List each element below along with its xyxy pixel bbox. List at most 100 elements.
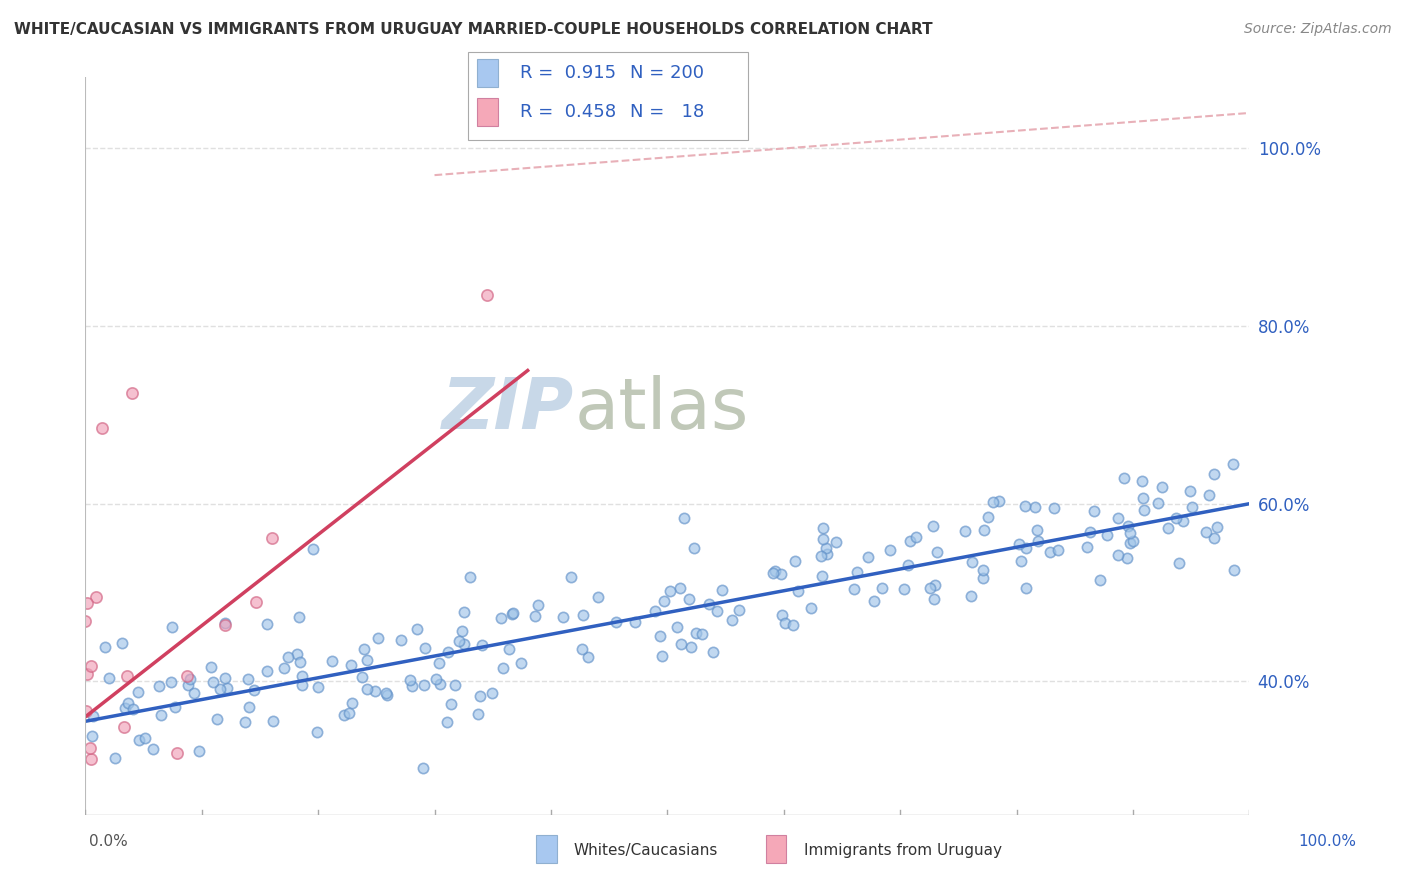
Point [148,679,170,693]
Point [605,615,627,629]
Point [214,618,236,632]
Text: WHITE/CAUCASIAN VS IMMIGRANTS FROM URUGUAY MARRIED-COUPLE HOUSEHOLDS CORRELATION: WHITE/CAUCASIAN VS IMMIGRANTS FROM URUGU… [14,22,932,37]
Point [291,678,314,692]
Point [256,617,278,632]
Point [770,608,793,623]
Point [401,679,423,693]
Point [1015,581,1038,595]
Point [666,620,689,634]
Point [960,556,983,570]
Text: Immigrants from Uruguay: Immigrants from Uruguay [804,843,1002,858]
Point [678,591,700,606]
Point [825,534,848,549]
Point [786,583,808,598]
Point [1078,524,1101,539]
Point [702,645,724,659]
Point [321,654,343,668]
Point [697,597,720,611]
Point [763,564,786,578]
Point [927,545,949,559]
Point [353,641,375,656]
Point [367,631,389,645]
Point [188,744,211,758]
Point [710,583,733,598]
Point [491,661,513,675]
Point [1171,514,1194,528]
Point [811,568,834,582]
Point [285,647,308,661]
Point [471,638,494,652]
Point [672,510,695,524]
Point [260,531,283,545]
Point [127,685,149,699]
Point [1010,554,1032,568]
Point [200,660,222,674]
Point [1181,500,1204,514]
Point [502,607,524,621]
Point [337,706,360,720]
Point [1083,504,1105,518]
Point [1025,523,1047,537]
Point [166,746,188,760]
Point [262,714,284,728]
Point [288,610,311,624]
Point [134,731,156,745]
Point [576,650,599,665]
Point [1122,534,1144,549]
Point [648,629,671,643]
Point [356,653,378,667]
Point [256,665,278,679]
Point [475,288,498,302]
Point [898,533,921,548]
Point [412,761,434,775]
Point [1118,536,1140,550]
Point [1132,491,1154,506]
Point [80,729,103,743]
Point [160,675,183,690]
Point [436,714,458,729]
Point [811,533,834,547]
Point [179,672,201,686]
Point [1118,519,1140,533]
Point [302,541,325,556]
Point [1147,496,1170,510]
Point [524,609,547,624]
Point [1223,563,1246,577]
Point [440,697,463,711]
Point [202,674,225,689]
Point [1095,528,1118,542]
Point [1076,540,1098,554]
Point [79,740,101,755]
Point [571,641,593,656]
Point [1202,467,1225,481]
Point [307,680,329,694]
Point [82,709,104,723]
Point [98,671,121,685]
Point [800,600,823,615]
Text: Source: ZipAtlas.com: Source: ZipAtlas.com [1244,22,1392,37]
Point [1205,519,1227,533]
Point [1043,500,1066,515]
Point [644,604,666,618]
Point [217,681,239,695]
Point [389,633,412,648]
Point [374,686,396,700]
Point [870,581,893,595]
Point [1168,557,1191,571]
Point [80,658,103,673]
Point [75,614,97,628]
Point [209,681,232,696]
Point [415,641,437,656]
Point [350,670,373,684]
Point [856,549,879,564]
Point [1178,483,1201,498]
Point [290,655,312,669]
Point [128,733,150,747]
Point [356,681,378,696]
Point [214,616,236,631]
Text: N =   18: N = 18 [630,103,704,120]
Point [121,702,143,716]
Point [176,668,198,682]
Point [671,637,693,651]
Point [811,521,834,535]
